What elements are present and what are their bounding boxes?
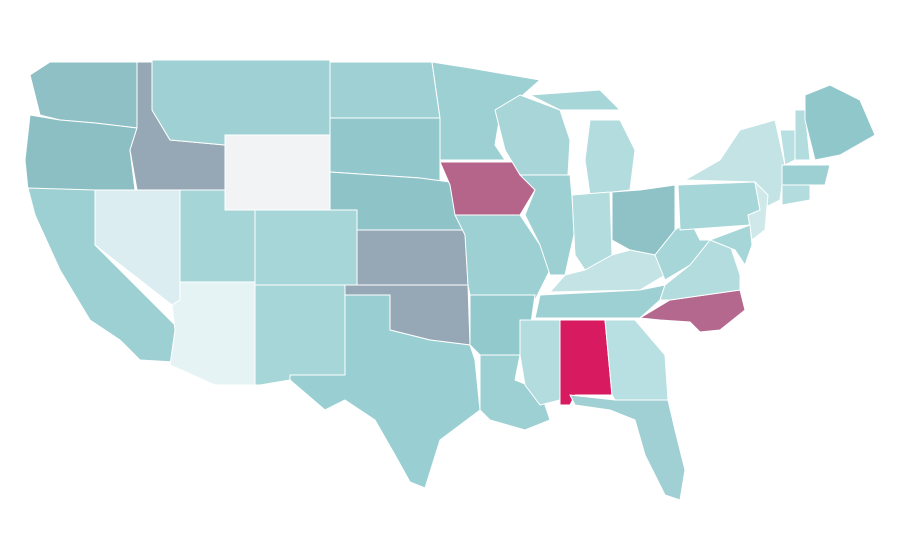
state <box>289 294 481 489</box>
state <box>804 84 876 161</box>
state <box>709 224 753 266</box>
state <box>781 164 831 186</box>
state <box>781 184 811 206</box>
state <box>654 219 711 281</box>
state <box>569 394 686 501</box>
state <box>431 61 541 161</box>
state <box>329 61 441 119</box>
state <box>559 319 613 406</box>
state <box>24 114 138 191</box>
state <box>254 284 346 386</box>
state <box>519 174 576 276</box>
state <box>494 94 571 176</box>
state <box>604 319 669 401</box>
state <box>529 89 621 111</box>
state <box>254 209 358 286</box>
state <box>224 134 331 211</box>
state <box>169 281 256 386</box>
state <box>677 181 761 231</box>
state <box>356 229 469 286</box>
state <box>151 59 331 146</box>
state <box>479 354 551 431</box>
state <box>584 119 636 196</box>
